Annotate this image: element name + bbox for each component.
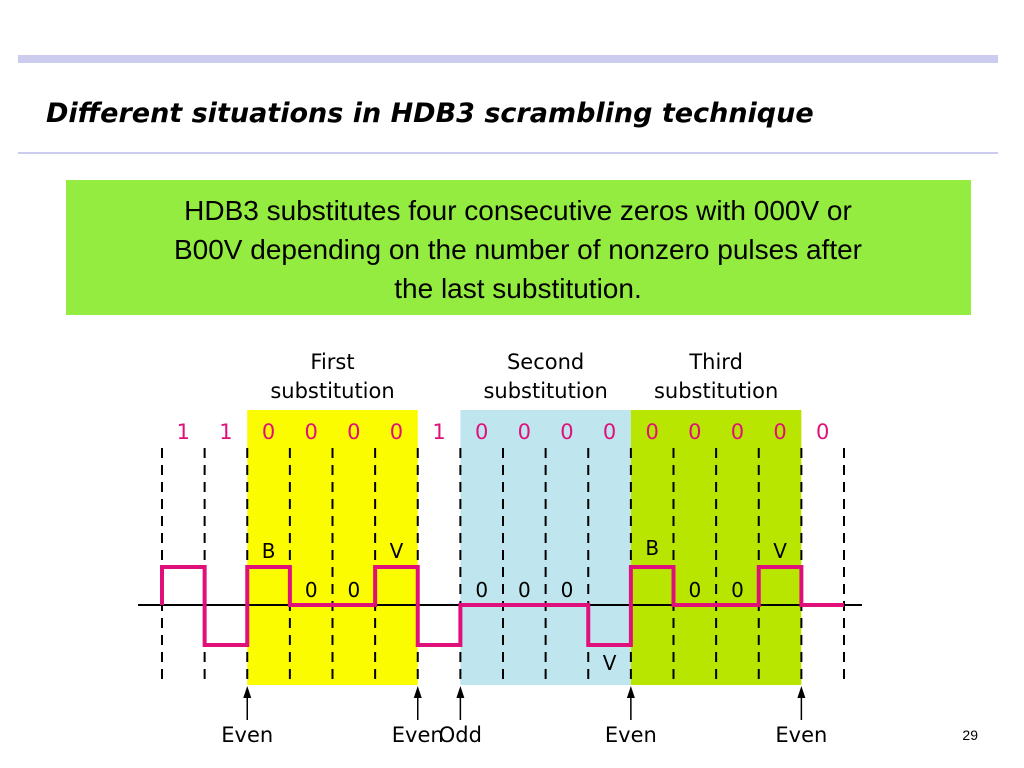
region-label: Second bbox=[507, 350, 584, 374]
signal bbox=[160, 565, 844, 647]
page-number: 29 bbox=[962, 727, 978, 743]
note-box bbox=[66, 180, 971, 315]
region-label: Third bbox=[688, 350, 743, 374]
bit: 0 bbox=[731, 420, 744, 444]
parity-label: Even bbox=[605, 723, 657, 747]
bit: 1 bbox=[432, 420, 445, 444]
pulse-label: 0 bbox=[518, 578, 531, 602]
pulse-label: 0 bbox=[475, 578, 488, 602]
arrow-head bbox=[456, 686, 465, 698]
bit: 0 bbox=[646, 420, 659, 444]
title-rule bbox=[18, 152, 998, 154]
pulse-label: V bbox=[390, 539, 404, 563]
bit: 0 bbox=[390, 420, 403, 444]
bit: 0 bbox=[518, 420, 531, 444]
pulse-label: B bbox=[262, 539, 276, 563]
pulse-label: 0 bbox=[305, 578, 318, 602]
parity-label: Even bbox=[775, 723, 827, 747]
arrow-head bbox=[626, 686, 635, 698]
bit: 0 bbox=[816, 420, 829, 444]
pulse-label: 0 bbox=[347, 578, 360, 602]
bit: 1 bbox=[219, 420, 232, 444]
pulse-label: 0 bbox=[688, 578, 701, 602]
note-line: the last substitution. bbox=[394, 273, 641, 304]
pulse-label: 0 bbox=[561, 578, 574, 602]
bit: 0 bbox=[773, 420, 786, 444]
pulse-label: B bbox=[645, 536, 659, 560]
arrow-head bbox=[413, 686, 422, 698]
top-rule bbox=[18, 55, 998, 63]
region-label: substitution bbox=[270, 379, 394, 403]
pulse-label: V bbox=[773, 539, 787, 563]
note-line: B00V depending on the number of nonzero … bbox=[174, 234, 862, 265]
bit: 0 bbox=[603, 420, 616, 444]
bit: 0 bbox=[305, 420, 318, 444]
region-label: substitution bbox=[483, 379, 607, 403]
bit: 0 bbox=[688, 420, 701, 444]
parity-label: Even bbox=[392, 723, 444, 747]
pulse-label: 0 bbox=[731, 578, 744, 602]
region-label: substitution bbox=[654, 379, 778, 403]
note-line: HDB3 substitutes four consecutive zeros … bbox=[184, 195, 852, 226]
bit: 1 bbox=[177, 420, 190, 444]
region-label: First bbox=[310, 350, 354, 374]
bit: 0 bbox=[347, 420, 360, 444]
arrow-head bbox=[797, 686, 806, 698]
bit: 0 bbox=[262, 420, 275, 444]
title: Different situations in HDB3 scrambling … bbox=[46, 98, 814, 129]
parity-label: Even bbox=[221, 723, 273, 747]
parity-label: Odd bbox=[439, 723, 482, 747]
bit: 0 bbox=[560, 420, 573, 444]
bit: 0 bbox=[475, 420, 488, 444]
arrow-head bbox=[243, 686, 252, 698]
pulse-label: V bbox=[603, 651, 617, 675]
